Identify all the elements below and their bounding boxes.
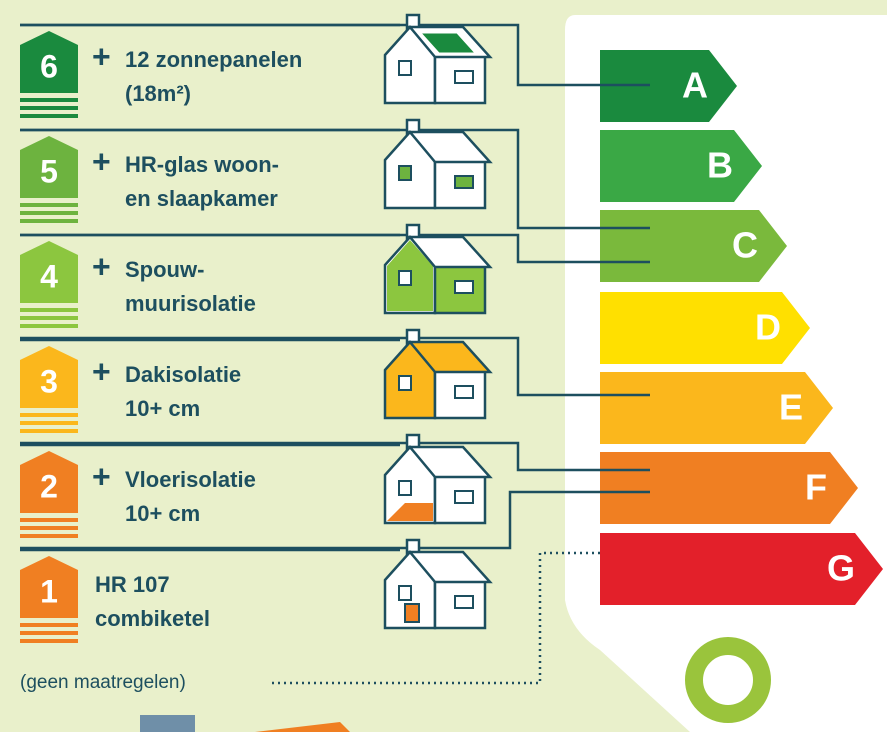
- energy-label: [600, 210, 787, 282]
- badge-stripe: [20, 308, 78, 312]
- badge-stripe: [20, 421, 78, 425]
- window: [455, 71, 473, 83]
- badge-stripe: [20, 639, 78, 643]
- window: [399, 376, 411, 390]
- badge-stripe: [20, 413, 78, 417]
- window: [399, 166, 411, 180]
- badge-stripe: [20, 114, 78, 118]
- step-text: Dakisolatie: [125, 362, 241, 387]
- window: [399, 586, 411, 600]
- plus-sign: +: [92, 458, 111, 494]
- step-number: 6: [40, 48, 58, 84]
- badge-stripe: [20, 316, 78, 320]
- window: [455, 386, 473, 398]
- badge-stripe: [20, 106, 78, 110]
- window: [399, 61, 411, 75]
- step-number: 1: [40, 573, 58, 609]
- energy-letter: B: [707, 145, 733, 186]
- step-number: 5: [40, 153, 58, 189]
- window: [455, 596, 473, 608]
- baseline-label: (geen maatregelen): [20, 672, 186, 693]
- step-text: muurisolatie: [125, 291, 256, 316]
- step-text: (18m²): [125, 81, 191, 106]
- step-number: 2: [40, 468, 58, 504]
- energy-letter: E: [779, 387, 803, 428]
- energy-letter: F: [805, 467, 827, 508]
- window: [399, 481, 411, 495]
- badge-stripe: [20, 518, 78, 522]
- step-number: 3: [40, 363, 58, 399]
- decoration: [140, 715, 195, 732]
- window: [455, 176, 473, 188]
- step-text: 10+ cm: [125, 396, 200, 421]
- badge-stripe: [20, 429, 78, 433]
- badge-stripe: [20, 211, 78, 215]
- window: [455, 281, 473, 293]
- step-text: HR-glas woon-: [125, 152, 279, 177]
- step-text: 10+ cm: [125, 501, 200, 526]
- step-text: Spouw-: [125, 257, 204, 282]
- badge-stripe: [20, 203, 78, 207]
- step-number: 4: [40, 258, 58, 294]
- badge-stripe: [20, 98, 78, 102]
- plus-sign: +: [92, 38, 111, 74]
- badge-stripe: [20, 219, 78, 223]
- energy-letter: C: [732, 225, 758, 266]
- energy-letter: D: [755, 307, 781, 348]
- infographic: (geen maatregelen) ABCDEFG 6 +12 zonnepane…: [0, 0, 887, 732]
- energy-letter: G: [827, 548, 855, 589]
- badge-stripe: [20, 324, 78, 328]
- step-text: 12 zonnepanelen: [125, 47, 302, 72]
- badge-stripe: [20, 526, 78, 530]
- boiler: [405, 604, 419, 622]
- badge-stripe: [20, 623, 78, 627]
- badge-stripe: [20, 631, 78, 635]
- step-text: Vloerisolatie: [125, 467, 256, 492]
- badge-stripe: [20, 534, 78, 538]
- plus-sign: +: [92, 143, 111, 179]
- step-text: combiketel: [95, 606, 210, 631]
- step-text: HR 107: [95, 572, 170, 597]
- step-text: en slaapkamer: [125, 186, 278, 211]
- plus-sign: +: [92, 353, 111, 389]
- window: [455, 491, 473, 503]
- energy-letter: A: [682, 65, 708, 106]
- window: [399, 271, 411, 285]
- plus-sign: +: [92, 248, 111, 284]
- energy-label: [600, 130, 762, 202]
